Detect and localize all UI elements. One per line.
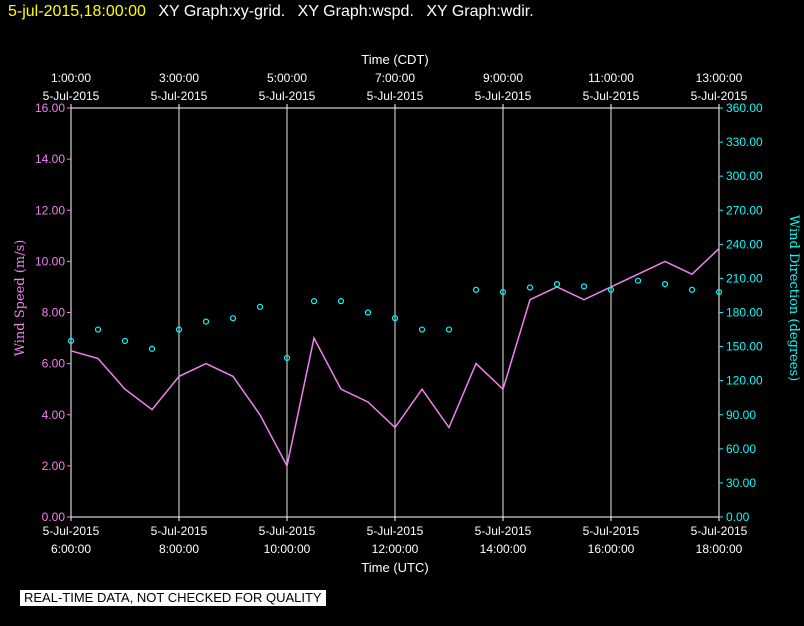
right-tick-label: 90.00 (726, 408, 756, 422)
bottom-tick-label: 5-Jul-2015 (43, 524, 100, 538)
left-tick-label: 2.00 (42, 459, 66, 473)
wind-direction-point (175, 326, 183, 333)
wind-direction-point (337, 298, 345, 305)
header-datetime: 5-jul-2015,18:00:00 (8, 3, 146, 20)
left-axis-title: Wind Speed (m/s) (13, 240, 28, 357)
left-tick-label: 16.00 (35, 101, 65, 115)
right-tick-label: 270.00 (726, 203, 763, 217)
wind-direction-point (472, 286, 480, 293)
wind-direction-series (67, 277, 723, 362)
right-tick-label: 60.00 (726, 442, 756, 456)
bottom-tick-label: 12:00:00 (372, 542, 419, 556)
axes (67, 104, 723, 521)
graph-header: 5-jul-2015,18:00:00 XY Graph:xy-grid. XY… (8, 3, 534, 21)
tick-labels: 5-Jul-2015 6:00:00 5-Jul-2015 8:00:00 5-Jul-… (35, 71, 763, 556)
wind-direction-point (364, 309, 372, 316)
top-tick-label: 5:00:00 (267, 71, 307, 85)
left-tick-label: 6.00 (42, 357, 66, 371)
bottom-tick-label: 5-Jul-2015 (475, 524, 532, 538)
grid-lines (178, 108, 612, 517)
top-tick-label: 3:00:00 (159, 71, 199, 85)
wind-direction-point (553, 280, 561, 288)
top-tick-label: 5-Jul-2015 (259, 89, 316, 103)
right-tick-label: 150.00 (726, 340, 763, 354)
left-tick-label: 0.00 (42, 510, 66, 524)
right-tick-label: 0.00 (726, 510, 750, 524)
wind-direction-point (418, 326, 426, 333)
wind-direction-point (715, 288, 723, 296)
right-tick-label: 30.00 (726, 476, 756, 490)
wind-direction-point (229, 315, 237, 322)
left-tick-label: 8.00 (42, 306, 66, 320)
wind-direction-point (607, 286, 615, 293)
bottom-tick-label: 10:00:00 (264, 542, 311, 556)
bottom-tick-label: 6:00:00 (51, 542, 91, 556)
bottom-tick-label: 14:00:00 (480, 542, 527, 556)
wind-direction-point (580, 283, 588, 290)
wind-direction-point (94, 326, 102, 333)
bottom-tick-label: 18:00:00 (696, 542, 743, 556)
top-tick-label: 5-Jul-2015 (583, 89, 640, 103)
right-tick-label: 180.00 (726, 306, 763, 320)
bottom-tick-label: 5-Jul-2015 (259, 524, 316, 538)
wind-direction-point (202, 318, 210, 325)
bottom-axis-title: Time (UTC) (361, 560, 428, 575)
top-tick-label: 1:00:00 (51, 71, 91, 85)
bottom-tick-label: 8:00:00 (159, 542, 199, 556)
wind-direction-point (121, 337, 129, 345)
wind-direction-point (526, 284, 534, 291)
header-graph-label-wspd: XY Graph:wspd. (297, 3, 414, 20)
wind-direction-point (391, 315, 399, 322)
wind-direction-point (148, 345, 156, 352)
bottom-tick-label: 5-Jul-2015 (367, 524, 424, 538)
top-tick-label: 9:00:00 (483, 71, 523, 85)
right-tick-label: 240.00 (726, 237, 763, 251)
top-tick-label: 7:00:00 (375, 71, 415, 85)
bottom-tick-label: 5-Jul-2015 (151, 524, 208, 538)
bottom-tick-label: 5-Jul-2015 (691, 524, 748, 538)
bottom-tick-label: 5-Jul-2015 (583, 524, 640, 538)
wind-direction-point (499, 288, 507, 296)
top-tick-label: 5-Jul-2015 (367, 89, 424, 103)
wind-direction-point (310, 298, 318, 305)
left-tick-label: 10.00 (35, 254, 65, 268)
wind-direction-point (688, 286, 696, 293)
right-tick-label: 120.00 (726, 374, 763, 388)
top-tick-label: 5-Jul-2015 (475, 89, 532, 103)
top-axis-title: Time (CDT) (361, 52, 428, 67)
top-tick-label: 5-Jul-2015 (691, 89, 748, 103)
left-tick-label: 4.00 (42, 408, 66, 422)
wind-direction-point (445, 326, 453, 333)
top-tick-label: 13:00:00 (696, 71, 743, 85)
wind-direction-point (634, 277, 642, 284)
left-tick-label: 12.00 (35, 203, 65, 217)
top-tick-label: 11:00:00 (588, 71, 634, 85)
qc-notice: REAL-TIME DATA, NOT CHECKED FOR QUALITY (20, 590, 326, 606)
wind-direction-point (661, 280, 669, 288)
wind-direction-point (67, 337, 75, 345)
header-graph-label-grid: XY Graph:xy-grid. (158, 3, 286, 20)
right-tick-label: 330.00 (726, 135, 763, 149)
wind-direction-point (256, 303, 264, 310)
top-tick-label: 5-Jul-2015 (151, 89, 208, 103)
right-axis-title: Wind Direction (degrees) (786, 215, 801, 381)
right-tick-label: 360.00 (726, 101, 763, 115)
right-tick-label: 210.00 (726, 271, 763, 285)
left-tick-label: 14.00 (35, 152, 65, 166)
header-graph-label-wdir: XY Graph:wdir. (426, 3, 534, 20)
bottom-tick-label: 16:00:00 (588, 542, 635, 556)
top-tick-label: 5-Jul-2015 (43, 89, 100, 103)
right-tick-label: 300.00 (726, 169, 763, 183)
wind-direction-point (283, 354, 291, 362)
